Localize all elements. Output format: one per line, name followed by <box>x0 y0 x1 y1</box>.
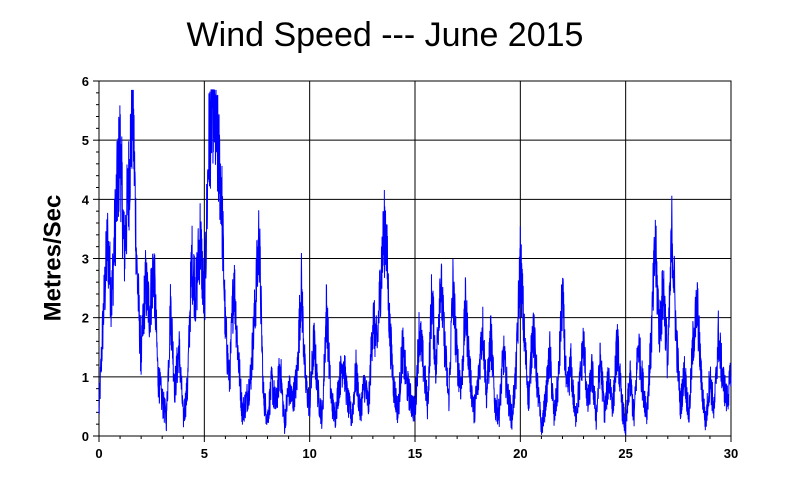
y-axis-ticks: 0 1 2 3 4 5 6 <box>82 74 99 444</box>
grid <box>99 81 731 436</box>
series-line <box>98 89 732 436</box>
x-tick-label: 5 <box>201 446 208 461</box>
x-tick-label: 20 <box>513 446 527 461</box>
y-tick-label: 2 <box>82 311 89 326</box>
y-tick-label: 3 <box>82 252 89 267</box>
x-tick-label: 25 <box>618 446 632 461</box>
y-tick-label: 5 <box>82 133 89 148</box>
y-tick-label: 4 <box>82 192 90 207</box>
x-tick-label: 15 <box>408 446 422 461</box>
x-tick-label: 0 <box>95 446 102 461</box>
x-tick-label: 10 <box>302 446 316 461</box>
y-tick-label: 0 <box>82 429 89 444</box>
y-axis-label: Metres/Sec <box>39 195 66 322</box>
x-tick-label: 30 <box>724 446 738 461</box>
y-tick-label: 6 <box>82 74 89 89</box>
x-axis-ticks: 0 5 10 15 20 25 30 <box>95 436 738 461</box>
y-tick-label: 1 <box>82 370 89 385</box>
chart-title: Wind Speed --- June 2015 <box>186 16 584 54</box>
